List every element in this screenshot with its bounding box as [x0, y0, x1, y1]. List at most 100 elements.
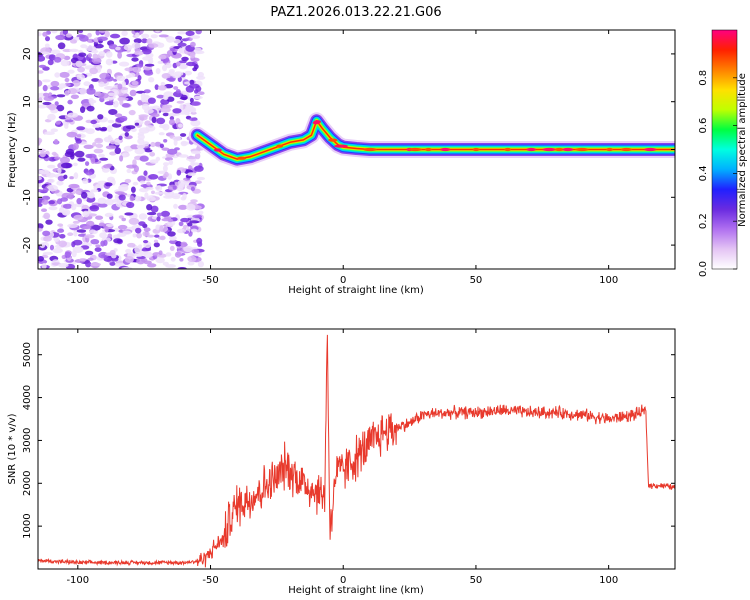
noise-blob — [109, 140, 116, 145]
noise-blob — [144, 70, 154, 76]
ridge-peak — [425, 147, 432, 152]
noise-blob — [57, 42, 66, 50]
noise-blob — [197, 71, 204, 78]
noise-blob — [185, 30, 195, 36]
noise-blob — [54, 72, 61, 78]
noise-blob — [178, 183, 185, 187]
noise-blob — [116, 75, 126, 82]
noise-blob — [121, 103, 131, 108]
noise-blob — [42, 84, 48, 92]
noise-blob — [76, 74, 86, 81]
noise-blob — [140, 92, 146, 100]
noise-blob — [196, 75, 206, 80]
noise-blob — [169, 116, 175, 121]
spectrogram-y-ticks: 20 10 0 -10 -20 — [22, 48, 675, 253]
noise-blob — [76, 197, 82, 205]
noise-blob — [67, 112, 79, 118]
noise-blob — [97, 92, 109, 99]
noise-blob — [134, 251, 144, 257]
noise-blob — [163, 162, 169, 167]
noise-blob — [181, 56, 189, 62]
noise-blob — [83, 81, 91, 87]
noise-blob — [169, 245, 175, 251]
noise-blob — [44, 131, 55, 135]
spectrogram-noise-region — [38, 30, 206, 269]
noise-blob — [180, 94, 188, 101]
noise-blob — [56, 180, 64, 186]
noise-blob — [86, 105, 95, 112]
noise-blob — [57, 167, 62, 174]
noise-blob — [162, 165, 168, 172]
noise-blob — [104, 212, 114, 218]
noise-blob — [60, 162, 72, 169]
noise-blob — [38, 97, 43, 103]
noise-blob — [156, 216, 161, 222]
noise-blob — [188, 83, 200, 89]
noise-blob — [158, 132, 165, 136]
noise-blob — [75, 138, 82, 144]
noise-blob — [155, 68, 161, 75]
ridge-peak — [213, 148, 222, 152]
noise-blob — [163, 139, 168, 143]
ridge-peak — [526, 147, 537, 152]
noise-blob — [137, 99, 143, 106]
colorbar-tick-label: 0.4 — [698, 165, 709, 181]
snr-x-tick-label: 100 — [599, 575, 618, 586]
noise-blob — [42, 101, 52, 106]
noise-blob — [41, 208, 47, 212]
snr-panel: -100 -50 0 50 100 1000 2000 3000 4000 5000 Heigh… — [7, 328, 676, 596]
noise-blob — [167, 231, 176, 237]
noise-blob — [113, 78, 118, 82]
noise-blob — [145, 186, 154, 191]
noise-blob — [128, 217, 140, 225]
noise-blob — [135, 227, 142, 234]
noise-blob — [117, 51, 122, 59]
noise-blob — [48, 200, 55, 205]
noise-blob — [90, 262, 102, 267]
noise-blob — [94, 137, 104, 144]
noise-blob — [135, 32, 140, 38]
noise-blob — [178, 204, 188, 210]
noise-blob — [158, 54, 167, 60]
noise-blob — [198, 210, 204, 215]
noise-blob — [142, 141, 150, 147]
ridge-peak — [313, 120, 322, 124]
noise-blob — [84, 234, 95, 239]
noise-blob — [172, 74, 181, 79]
noise-blob — [131, 186, 136, 193]
noise-blob — [189, 220, 200, 224]
noise-blob — [85, 128, 95, 135]
noise-blob — [85, 261, 92, 268]
noise-blob — [186, 203, 196, 211]
noise-blob — [82, 210, 90, 218]
noise-blob — [196, 237, 203, 244]
noise-blob — [187, 222, 193, 227]
noise-blob — [43, 92, 49, 97]
noise-blob — [143, 240, 149, 244]
noise-blob — [55, 120, 61, 125]
noise-blob — [62, 30, 68, 35]
noise-blob — [47, 164, 56, 169]
noise-blob — [121, 30, 128, 36]
noise-blob — [191, 101, 201, 106]
noise-blob — [114, 262, 125, 267]
snr-y-tick-label: 2000 — [22, 471, 33, 496]
noise-blob — [85, 161, 90, 167]
noise-blob — [145, 125, 156, 132]
noise-blob — [134, 50, 144, 56]
noise-blob — [118, 61, 130, 67]
noise-blob — [112, 100, 119, 108]
noise-blob — [105, 223, 114, 227]
noise-blob — [131, 80, 139, 86]
noise-blob — [90, 157, 96, 164]
noise-blob — [51, 151, 57, 156]
noise-blob — [90, 189, 99, 193]
spectrogram-y-tick-label: -10 — [22, 189, 33, 205]
noise-blob — [136, 257, 146, 265]
noise-blob — [68, 192, 74, 200]
noise-blob — [194, 165, 204, 172]
noise-blob — [143, 260, 152, 265]
snr-x-tick-label: -100 — [66, 575, 89, 586]
noise-blob — [124, 132, 129, 137]
snr-series-line — [38, 334, 675, 568]
